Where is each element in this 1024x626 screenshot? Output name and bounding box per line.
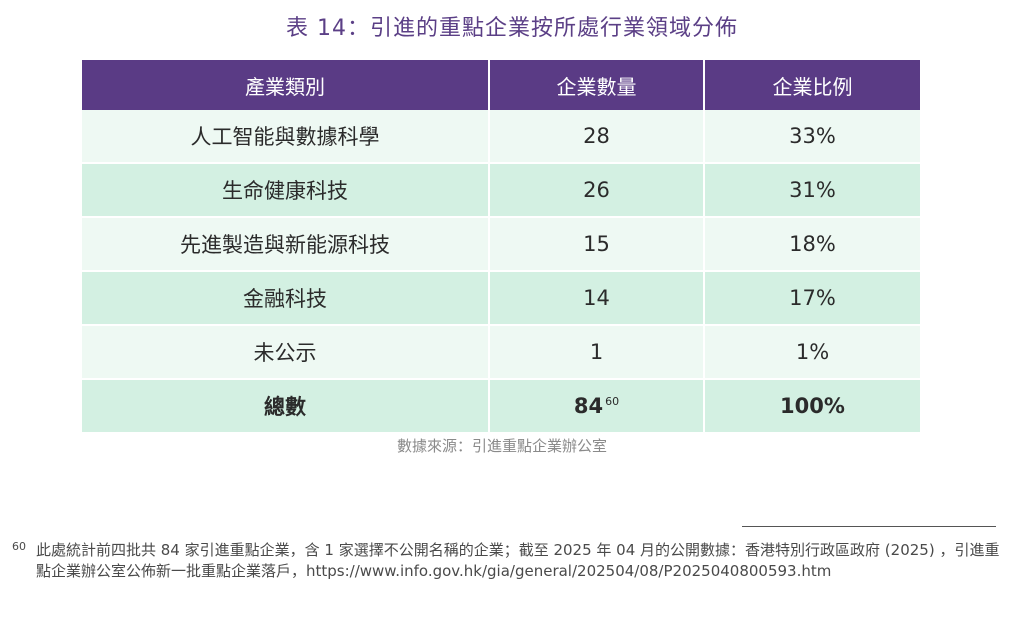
count-cell: 28: [489, 110, 705, 164]
footnote-reference[interactable]: 60: [605, 395, 620, 408]
industry-distribution-table: 產業類別 企業數量 企業比例 人工智能與數據科學 28 33% 生命健康科技 2…: [82, 60, 920, 434]
footnote-divider: [742, 526, 996, 527]
total-count-cell: 84 60: [489, 379, 705, 434]
share-cell: 18%: [704, 217, 920, 272]
table-row: 金融科技 14 17%: [82, 271, 920, 326]
total-count-value: 84: [573, 394, 604, 418]
table-title: 表 14：引進的重點企業按所處行業領域分佈: [286, 16, 738, 41]
column-header-count: 企業數量: [489, 60, 705, 110]
total-label-cell: 總數: [82, 379, 490, 434]
share-cell: 17%: [704, 271, 920, 326]
category-cell: 生命健康科技: [82, 163, 490, 218]
share-cell: 33%: [704, 110, 920, 164]
table-row: 人工智能與數據科學 28 33%: [82, 110, 920, 164]
table-row: 未公示 1 1%: [82, 325, 920, 380]
data-source-note: 數據來源：引進重點企業辦公室: [396, 437, 607, 455]
footnote-text: 此處統計前四批共 84 家引進重點企業，含 1 家選擇不公開名稱的企業；截至 2…: [36, 541, 1000, 580]
category-cell: 先進製造與新能源科技: [82, 217, 490, 272]
column-header-share: 企業比例: [704, 60, 920, 110]
share-cell: 31%: [704, 163, 920, 218]
category-cell: 人工智能與數據科學: [82, 110, 490, 164]
category-cell: 金融科技: [82, 271, 490, 326]
table-row: 生命健康科技 26 31%: [82, 163, 920, 218]
footnote: 60 此處統計前四批共 84 家引進重點企業，含 1 家選擇不公開名稱的企業；截…: [12, 540, 1002, 582]
category-cell: 未公示: [82, 325, 490, 380]
count-cell: 1: [489, 325, 705, 380]
total-row: 總數 84 60 100%: [82, 379, 920, 434]
count-cell: 15: [489, 217, 705, 272]
table-row: 先進製造與新能源科技 15 18%: [82, 217, 920, 272]
count-cell: 14: [489, 271, 705, 326]
total-share-cell: 100%: [704, 379, 920, 434]
footnote-number: 60: [12, 540, 26, 553]
table-header-row: 產業類別 企業數量 企業比例: [82, 60, 920, 110]
count-cell: 26: [489, 163, 705, 218]
share-cell: 1%: [704, 325, 920, 380]
column-header-category: 產業類別: [82, 60, 490, 110]
